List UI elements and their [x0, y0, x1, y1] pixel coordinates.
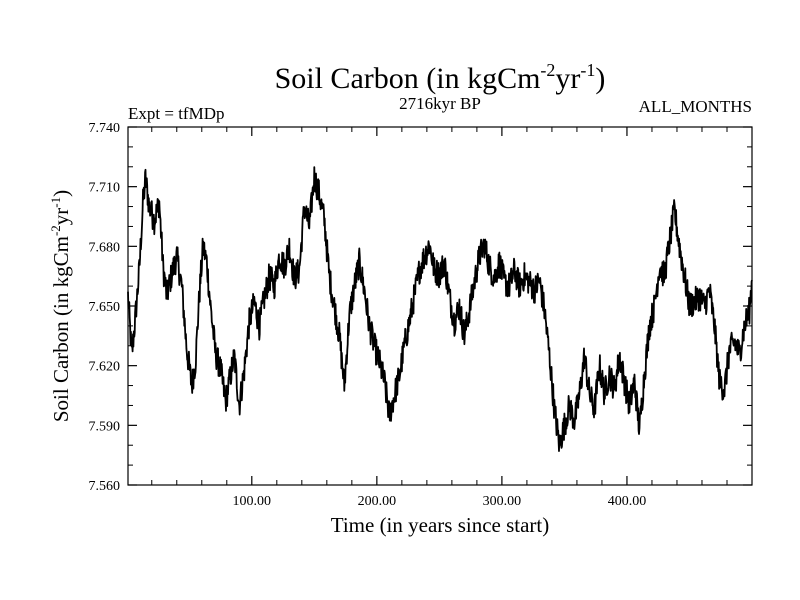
- y-tick-label: 7.620: [89, 360, 121, 375]
- y-axis-label-end: ): [49, 190, 73, 197]
- x-tick-label: 400.00: [608, 494, 647, 509]
- x-tick-label: 200.00: [358, 494, 397, 509]
- y-tick-label: 7.590: [89, 419, 121, 434]
- chart-title-sup1: -2: [540, 60, 555, 80]
- x-axis-label: Time (in years since start): [331, 513, 550, 537]
- y-tick-label: 7.740: [89, 121, 121, 136]
- x-axis-ticks: 100.00 200.00 300.00 400.00: [151, 127, 728, 509]
- chart-title-mid: yr: [555, 62, 580, 95]
- y-axis-label-sup2: -1: [48, 197, 63, 208]
- subtitle-right: ALL_MONTHS: [639, 97, 752, 116]
- y-tick-label: 7.680: [89, 240, 121, 255]
- plot-frame: [127, 126, 753, 486]
- x-tick-label: 300.00: [483, 494, 522, 509]
- y-axis-label-main: Soil Carbon (in kgCm: [49, 236, 73, 422]
- y-axis-label-sup1: -2: [48, 225, 63, 236]
- y-tick-label: 7.710: [89, 181, 121, 196]
- soil-carbon-series-line: [127, 166, 753, 452]
- y-axis-label-mid: yr: [49, 208, 73, 226]
- y-tick-label: 7.560: [89, 479, 121, 494]
- chart-title-end: ): [595, 62, 605, 95]
- x-tick-label: 100.00: [233, 494, 272, 509]
- subtitle-center: 2716kyr BP: [399, 94, 481, 113]
- y-tick-label: 7.650: [89, 300, 121, 315]
- chart-title-sup2: -1: [580, 60, 595, 80]
- chart-title: Soil Carbon (in kgCm-2yr-1): [275, 60, 606, 95]
- chart-title-main: Soil Carbon (in kgCm: [275, 62, 541, 95]
- subtitle-left: Expt = tfMDp: [128, 104, 224, 123]
- y-axis-label: Soil Carbon (in kgCm-2yr-1): [48, 190, 73, 422]
